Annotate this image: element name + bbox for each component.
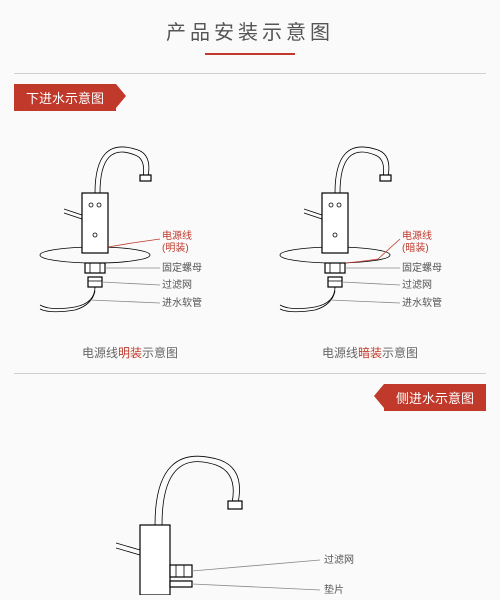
divider-top (14, 73, 486, 74)
divider-mid (14, 373, 486, 374)
caption-hl: 明装 (118, 346, 142, 360)
diagram-cell-side: 过滤网 垫片 (20, 415, 480, 600)
label-nut: 固定螺母 (402, 261, 442, 274)
label-filter: 过滤网 (162, 278, 192, 291)
diagram-row-1: 电源线 (明装) 固定螺母 过滤网 进水软管 电源线明装示意图 (0, 115, 500, 361)
title-underline (205, 53, 295, 55)
label-mode: (暗装) (402, 241, 429, 254)
caption-ming: 电源线明装示意图 (15, 344, 245, 361)
section-tag-side-inlet: 侧进水示意图 (384, 384, 486, 411)
diagram-cell-ming: 电源线 (明装) 固定螺母 过滤网 进水软管 电源线明装示意图 (15, 115, 245, 361)
label-power: 电源线 (402, 229, 432, 242)
label-power: 电源线 (162, 229, 192, 242)
diagram-cell-an: 电源线 (暗装) 固定螺母 过滤网 进水软管 电源线暗装示意图 (255, 115, 485, 361)
faucet-diagram-an: 电源线 (暗装) 固定螺母 过滤网 进水软管 (260, 115, 480, 335)
label-filter: 过滤网 (324, 553, 354, 566)
label-hose: 进水软管 (162, 296, 202, 309)
label-hose: 进水软管 (402, 296, 442, 309)
caption-pre: 电源线 (322, 346, 358, 360)
caption-hl: 暗装 (358, 346, 382, 360)
caption-an: 电源线暗装示意图 (255, 344, 485, 361)
caption-post: 示意图 (382, 346, 418, 360)
label-filter: 过滤网 (402, 278, 432, 291)
caption-pre: 电源线 (82, 346, 118, 360)
label-nut: 固定螺母 (162, 261, 202, 274)
label-mode: (明装) (162, 241, 189, 254)
diagram-row-2: 过滤网 垫片 (0, 415, 500, 600)
page-title: 产品安装示意图 (0, 0, 500, 53)
caption-post: 示意图 (142, 346, 178, 360)
faucet-diagram-ming: 电源线 (明装) 固定螺母 过滤网 进水软管 (20, 115, 240, 335)
faucet-diagram-side: 过滤网 垫片 (20, 415, 480, 595)
label-gasket: 垫片 (324, 583, 344, 595)
section-tag-bottom-inlet: 下进水示意图 (14, 84, 116, 111)
